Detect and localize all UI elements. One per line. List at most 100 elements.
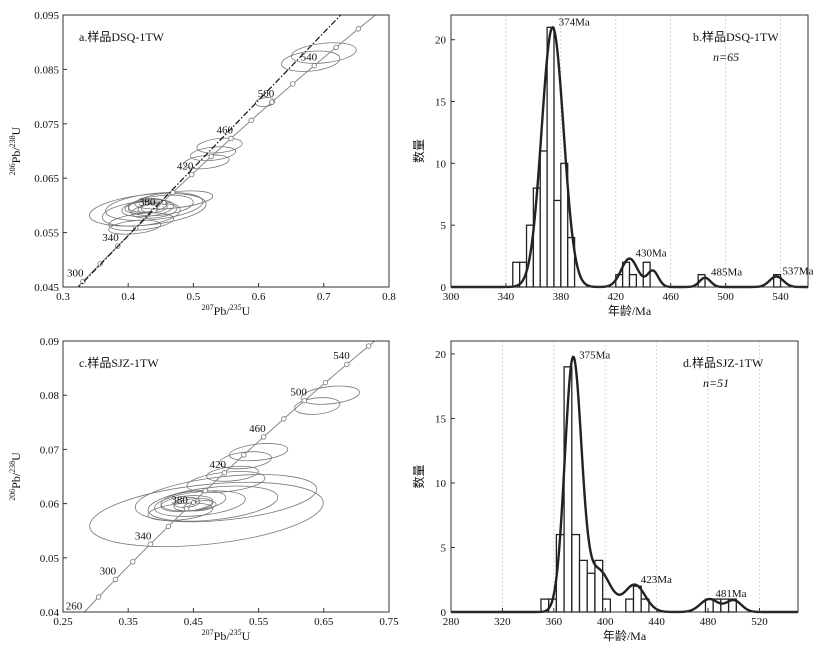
y-tick-label: 0 (441, 282, 447, 294)
concordia-age-label: 300 (100, 566, 117, 578)
sup: 238 (8, 135, 17, 147)
mean-point (191, 500, 196, 505)
x-tick-label: 0.4 (121, 291, 135, 303)
x-tick-label: 0.25 (53, 616, 73, 628)
plot-frame (450, 340, 799, 613)
sup: 206 (8, 163, 17, 175)
y-tick-label: 0 (441, 607, 447, 619)
concordia-age-label: 460 (249, 423, 266, 435)
concordia-age-marker (269, 99, 275, 105)
y-tick-label: 15 (435, 97, 447, 109)
y-tick-label: 5 (441, 220, 447, 232)
error-ellipse (206, 465, 259, 482)
y-tick-label: 0.08 (40, 390, 60, 402)
concordia-age-marker (355, 26, 362, 32)
x-tick-label: 520 (751, 616, 768, 628)
error-ellipse (290, 42, 357, 64)
x-tick-label: 0.45 (184, 616, 204, 628)
peak-age-label: 485Ma (711, 267, 742, 279)
x-tick-label: 0.55 (249, 616, 269, 628)
y-tick-label: 20 (435, 349, 447, 361)
histogram-bar (628, 273, 638, 288)
concordia-age-label: 380 (139, 196, 156, 208)
concordia-age-marker (95, 594, 102, 600)
y-axis-label: 数量 (411, 464, 426, 488)
probability-density-curve (451, 355, 798, 614)
label-part: U (9, 126, 23, 135)
plot-frame (62, 14, 390, 288)
panel-title: a.样品DSQ-1TW (79, 29, 165, 44)
concordia-age-marker (208, 153, 214, 160)
x-tick-label: 300 (443, 291, 460, 303)
x-tick-label: 400 (597, 616, 614, 628)
sample-count-label: n=65 (713, 50, 739, 64)
sup: 235 (230, 628, 242, 637)
concordia-age-marker (290, 81, 296, 87)
concordia-age-marker (322, 379, 329, 386)
peak-age-label: 374Ma (559, 16, 590, 28)
x-axis-label: 207Pb/235U (202, 303, 251, 318)
label-part: Pb/ (9, 472, 23, 489)
concordia-age-label: 460 (217, 124, 234, 136)
histogram-bar (625, 598, 635, 613)
histogram-bar (553, 199, 562, 288)
sup: 207 (202, 303, 214, 312)
x-axis-label: 年龄/Ma (603, 629, 647, 643)
plot-frame (450, 14, 809, 288)
concordia-age-marker (333, 44, 339, 50)
concordia-curve (76, 15, 377, 287)
y-axis-label: 206Pb/238U (8, 126, 23, 175)
panel-title: b.样品DSQ-1TW (693, 29, 779, 44)
x-tick-label: 0.3 (56, 291, 70, 303)
concordia-age-marker (183, 505, 190, 512)
concordia-age-label: 340 (102, 232, 119, 244)
y-tick-label: 0.05 (40, 553, 60, 565)
x-tick-label: 280 (443, 616, 460, 628)
error-ellipse (183, 500, 217, 512)
x-tick-label: 380 (553, 291, 570, 303)
label-part: U (242, 304, 251, 318)
x-tick-label: 420 (608, 291, 625, 303)
panel-title: d.样品SJZ-1TW (683, 355, 764, 370)
x-tick-label: 340 (498, 291, 515, 303)
concordia-age-marker (344, 361, 350, 368)
x-tick-label: 500 (717, 291, 734, 303)
panel-b-histogram-dsq: 374Ma 430Ma 485Ma 537Ma 300 340 380 420 460 500 54… (411, 14, 814, 318)
concordia-age-marker (147, 541, 154, 547)
concordia-age-label: 300 (67, 268, 84, 280)
peak-age-label: 481Ma (715, 588, 746, 600)
panel-a-concordia-dsq: 300 340 380 420 460 500 540 0.3 0.4 0.5 0.6 0.7 0.8 0… (8, 10, 396, 318)
error-ellipse (108, 219, 162, 235)
y-tick-label: 0.045 (34, 282, 59, 294)
y-tick-label: 0.09 (40, 336, 60, 348)
histogram-bar (602, 598, 612, 613)
label-part: U (242, 629, 251, 643)
error-ellipse (219, 451, 272, 470)
error-ellipse (89, 481, 324, 547)
sup: 207 (202, 628, 214, 637)
y-tick-label: 0.04 (40, 607, 60, 619)
peak-age-label: 423Ma (641, 574, 672, 586)
x-tick-label: 0.35 (119, 616, 139, 628)
plot-area (80, 341, 376, 612)
y-axis-label: 206Pb/238U (8, 452, 23, 501)
y-tick-label: 0.085 (34, 64, 59, 76)
discordia-line (77, 15, 342, 287)
x-tick-label: 540 (772, 291, 789, 303)
x-tick-label: 0.6 (252, 291, 266, 303)
concordia-age-marker (281, 416, 287, 422)
concordia-age-label: 540 (301, 51, 318, 63)
peak-age-label: 430Ma (636, 248, 667, 260)
y-tick-label: 0.06 (40, 499, 60, 511)
concordia-age-marker (130, 559, 136, 565)
concordia-age-marker (165, 523, 172, 530)
concordia-age-marker (202, 488, 209, 494)
peak-age-label: 537Ma (782, 265, 813, 277)
y-tick-label: 15 (435, 413, 447, 425)
x-tick-label: 460 (662, 291, 679, 303)
x-axis-label: 207Pb/235U (202, 628, 251, 643)
y-tick-label: 5 (441, 542, 447, 554)
concordia-age-label: 500 (258, 88, 275, 100)
histogram-bar (539, 150, 548, 288)
